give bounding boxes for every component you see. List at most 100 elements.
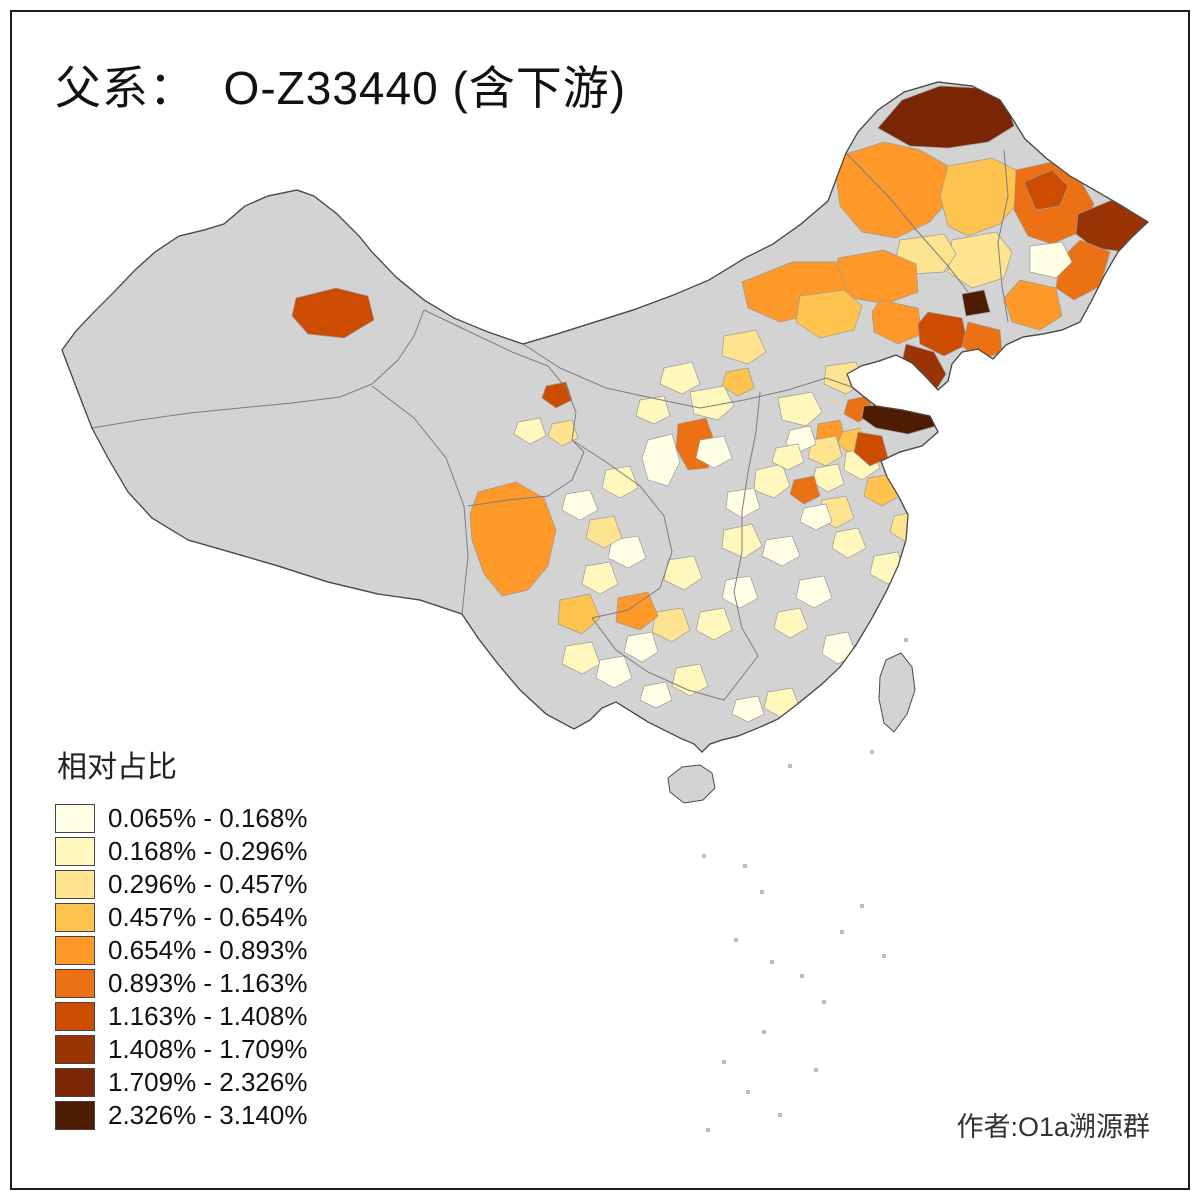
region-shanxi-south <box>695 435 733 469</box>
region-chifeng <box>795 289 863 339</box>
region-hulunbuir <box>835 141 953 239</box>
legend-label: 1.163% - 1.408% <box>108 1001 308 1031</box>
region-panzhihua <box>557 593 601 635</box>
province-border <box>741 391 761 513</box>
region-chengdu <box>585 515 623 549</box>
region-zhangjiakou <box>777 391 823 427</box>
small-island-speck <box>821 999 827 1005</box>
legend-swatch <box>55 1035 95 1064</box>
small-island-speck <box>813 1067 819 1073</box>
region-shandong-west <box>807 435 843 467</box>
small-island-speck <box>777 1112 783 1118</box>
region-qingdao <box>853 431 889 467</box>
legend-swatch <box>55 1002 95 1031</box>
region-zhaoqing <box>731 695 765 723</box>
legend-label: 0.168% - 0.296% <box>108 836 308 866</box>
region-anhui-south <box>831 527 867 559</box>
region-lanzhou-dark <box>541 381 573 409</box>
legend-swatch <box>55 969 95 998</box>
region-guiyang <box>651 607 691 643</box>
island-taiwan <box>878 652 916 733</box>
legend-item: 0.168% - 0.296% <box>55 835 307 868</box>
small-island-speck <box>869 749 875 755</box>
legend-label: 0.457% - 0.654% <box>108 902 308 932</box>
small-island-speck <box>799 973 805 979</box>
province-border <box>91 309 425 429</box>
legend-item: 0.457% - 0.654% <box>55 901 307 934</box>
choropleth-layer <box>91 85 1148 723</box>
region-ningxia <box>635 395 671 425</box>
legend-swatch <box>55 1101 95 1130</box>
legend-label: 0.065% - 0.168% <box>108 803 308 833</box>
region-songnen-pale <box>1029 241 1073 279</box>
region-xining <box>513 417 547 445</box>
legend-swatch <box>55 1068 95 1097</box>
region-sichuan-east <box>607 535 647 569</box>
region-jiangxi-mid <box>773 607 809 639</box>
legend-label: 0.893% - 1.163% <box>108 968 308 998</box>
region-gansu-south <box>601 465 639 499</box>
legend-swatch <box>55 936 95 965</box>
region-nanning <box>639 681 673 709</box>
region-kaifeng <box>799 503 833 531</box>
region-ne-darkest-dot <box>961 289 991 317</box>
small-island-speck <box>881 953 887 959</box>
province-border <box>733 512 759 657</box>
region-shaanxi-mid <box>641 433 681 487</box>
region-nanchang <box>795 575 833 609</box>
region-wuhan <box>761 535 801 567</box>
region-changsha <box>721 575 759 609</box>
legend-item: 0.296% - 0.457% <box>55 868 307 901</box>
region-guizhou-west <box>623 631 659 663</box>
legend-swatch <box>55 837 95 866</box>
legend-swatch <box>55 870 95 899</box>
page-title: 父系： O-Z33440 (含下游) <box>55 62 627 114</box>
legend-title: 相对占比 <box>57 751 177 784</box>
legend-item: 1.709% - 2.326% <box>55 1066 307 1099</box>
region-shanxi-north <box>689 385 735 421</box>
small-island-speck <box>769 959 775 965</box>
legend-item: 1.408% - 1.709% <box>55 1033 307 1066</box>
province-border <box>571 439 673 619</box>
region-chaoyang <box>871 299 923 345</box>
region-chuxiong <box>615 591 659 631</box>
small-island-speck <box>759 889 765 895</box>
region-shenyang <box>917 311 969 357</box>
region-chongqing <box>663 555 703 591</box>
small-island-speck <box>701 853 707 859</box>
legend-item: 0.654% - 0.893% <box>55 934 307 967</box>
region-hami <box>291 287 375 339</box>
legend-label: 1.408% - 1.709% <box>108 1034 308 1064</box>
legend-item: 0.065% - 0.168% <box>55 802 307 835</box>
province-border <box>371 385 469 615</box>
region-kunming-south <box>561 641 601 675</box>
province-border <box>467 439 585 507</box>
province-border <box>591 617 759 701</box>
legend-label: 0.296% - 0.457% <box>108 869 308 899</box>
region-jiamusi <box>1023 169 1069 211</box>
author-credit: 作者:O1a溯源群 <box>956 1112 1150 1142</box>
small-island-speck <box>742 863 748 869</box>
region-yuxi <box>595 655 633 689</box>
region-longnan <box>561 489 599 521</box>
province-border <box>997 149 1009 323</box>
small-island-speck <box>903 637 909 643</box>
province-border <box>522 343 853 409</box>
province-border <box>423 309 577 441</box>
island-hainan <box>667 764 716 804</box>
region-zhengzhou <box>789 475 821 505</box>
legend-swatch <box>55 903 95 932</box>
legend-label: 2.326% - 3.140% <box>108 1100 308 1130</box>
region-ganzi <box>469 481 557 597</box>
small-island-speck <box>839 929 845 935</box>
small-island-speck <box>733 937 739 943</box>
legend-label: 1.709% - 2.326% <box>108 1067 308 1097</box>
legend-item: 2.326% - 3.140% <box>55 1099 307 1132</box>
legend-label: 0.654% - 0.893% <box>108 935 308 965</box>
small-island-speck <box>761 1029 767 1035</box>
region-ningbo <box>891 579 923 609</box>
small-island-speck <box>859 903 865 909</box>
region-nenjiang <box>939 157 1021 237</box>
